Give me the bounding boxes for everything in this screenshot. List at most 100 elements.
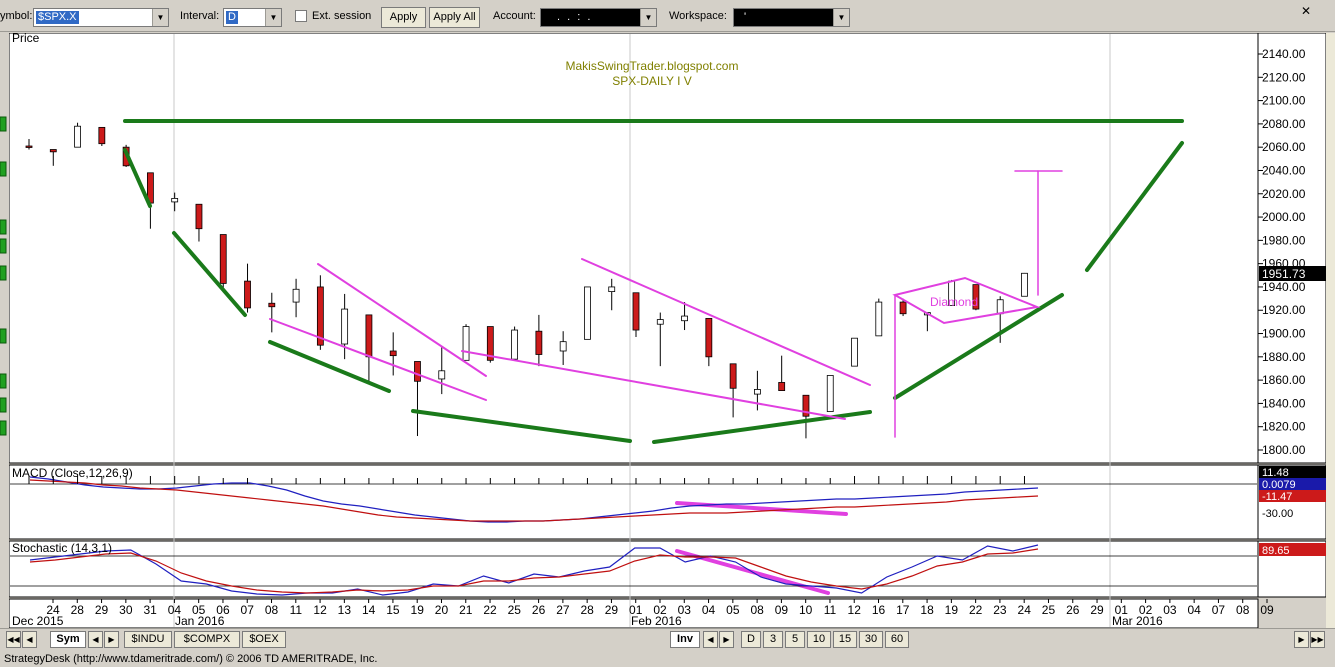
- interval-combo[interactable]: D ▼: [223, 8, 282, 27]
- green-trendline: [172, 231, 247, 317]
- close-icon[interactable]: ✕: [1300, 4, 1312, 18]
- chevron-down-icon[interactable]: ▼: [833, 9, 849, 26]
- account-combo[interactable]: . . : . ▼: [540, 8, 657, 27]
- interval-value: D: [226, 11, 238, 24]
- stoch-value-badge: [1259, 543, 1326, 556]
- price-chart[interactable]: 1800.00 1820.00 1840.00 1860.00 1880.00 1900.…: [0, 31, 1335, 629]
- x-tick-label: 05: [726, 603, 740, 617]
- x-tick-label: 29: [1090, 603, 1104, 617]
- sym-next-icon[interactable]: ▶: [104, 631, 119, 648]
- tab-interval-15[interactable]: 15: [833, 631, 857, 648]
- tab-interval-30[interactable]: 30: [859, 631, 883, 648]
- inv-prev-icon[interactable]: ◀: [703, 631, 718, 648]
- account-label: Account:: [493, 10, 536, 22]
- x-tick-label: 02: [653, 603, 667, 617]
- magenta-channel-line: [269, 318, 487, 401]
- tab-symbol-indu[interactable]: $INDU: [124, 631, 172, 648]
- x-tick-label: 25: [508, 603, 522, 617]
- candle-body: [341, 308, 349, 345]
- symbol-combo[interactable]: $SPX.X ▼: [33, 8, 169, 27]
- left-strip-marker: [0, 219, 7, 235]
- chevron-down-icon[interactable]: ▼: [640, 9, 656, 26]
- apply-button[interactable]: Apply: [381, 7, 426, 28]
- next-page-icon[interactable]: ▶: [1294, 631, 1309, 648]
- magenta-channel-line: [317, 263, 487, 377]
- candle-body: [486, 326, 494, 361]
- workspace-combo[interactable]: ' ▼: [733, 8, 850, 27]
- tab-interval-60[interactable]: 60: [885, 631, 909, 648]
- tab-interval-3[interactable]: 3: [763, 631, 783, 648]
- ext-session-checkbox[interactable]: [295, 10, 307, 22]
- candle-body: [49, 149, 57, 153]
- macd-value-badge-3: [1259, 490, 1326, 502]
- y-tick-label: 2020.00: [1262, 187, 1306, 201]
- left-strip-marker: [0, 420, 7, 436]
- price-pane-label: Price: [12, 33, 40, 45]
- candle-body: [681, 315, 688, 322]
- candle-body: [462, 326, 470, 361]
- y-tick-label: 2080.00: [1262, 117, 1306, 131]
- candle-body: [826, 375, 834, 412]
- x-tick-label: 19: [945, 603, 959, 617]
- green-trendline: [268, 340, 391, 393]
- x-tick-label: 08: [1236, 603, 1250, 617]
- y-tick-label: 1940.00: [1262, 280, 1306, 294]
- y-tick-label: 2060.00: [1262, 140, 1306, 154]
- symbol-label: ymbol:: [0, 10, 33, 22]
- magenta-channel-line: [581, 258, 871, 386]
- x-tick-label: 06: [216, 603, 230, 617]
- left-strip-marker: [0, 397, 7, 413]
- x-tick-label: 16: [872, 603, 886, 617]
- chevron-down-icon[interactable]: ▼: [265, 9, 281, 26]
- tab-bar: ◀◀ ◀ Sym ◀ ▶ $INDU $COMPX $OEX Inv ◀ ▶ D…: [0, 628, 1335, 650]
- tab-interval-5[interactable]: 5: [785, 631, 805, 648]
- first-page-icon[interactable]: ◀◀: [6, 631, 21, 648]
- candle-body: [608, 286, 616, 293]
- x-tick-label: 09: [1260, 603, 1274, 617]
- candle-body: [365, 314, 373, 358]
- tab-interval-10[interactable]: 10: [807, 631, 831, 648]
- stoch-d-line: [29, 548, 1039, 594]
- x-tick-label: 25: [1042, 603, 1056, 617]
- x-tick-label: 01: [629, 603, 643, 617]
- candle-body: [535, 330, 543, 355]
- apply-all-button[interactable]: Apply All: [429, 7, 480, 28]
- left-strip-marker: [0, 161, 7, 177]
- x-tick-label: 17: [896, 603, 910, 617]
- candle-body: [729, 363, 737, 389]
- x-tick-label: 29: [605, 603, 619, 617]
- tab-inv[interactable]: Inv: [670, 631, 700, 648]
- left-strip-marker: [0, 265, 7, 281]
- x-tick-label: 07: [1212, 603, 1226, 617]
- last-price-value: 1951.73: [1262, 267, 1306, 281]
- x-tick-label: 14: [362, 603, 376, 617]
- chart-area[interactable]: 1800.00 1820.00 1840.00 1860.00 1880.00 1900.…: [0, 31, 1335, 629]
- candle-body: [316, 286, 324, 346]
- macd-value-1: 11.48: [1262, 467, 1289, 479]
- x-tick-label: 26: [1066, 603, 1080, 617]
- last-page-icon[interactable]: ▶▶: [1310, 631, 1325, 648]
- candle-body: [996, 299, 1004, 315]
- x-tick-label: 02: [1139, 603, 1153, 617]
- macd-signal-line: [29, 479, 1039, 522]
- inv-next-icon[interactable]: ▶: [719, 631, 734, 648]
- x-tick-label: 24: [46, 603, 60, 617]
- x-tick-label: 20: [435, 603, 449, 617]
- y-tick-label: 2100.00: [1262, 94, 1306, 108]
- candle-body: [244, 280, 251, 309]
- tab-interval-d[interactable]: D: [741, 631, 761, 648]
- macd-label: MACD (Close,12,26,9): [12, 466, 133, 480]
- x-tick-label: 28: [71, 603, 85, 617]
- candle-body: [1021, 272, 1028, 297]
- sym-prev-icon[interactable]: ◀: [88, 631, 103, 648]
- macd-value-badge-2: [1259, 478, 1326, 490]
- prev-page-icon[interactable]: ◀: [22, 631, 37, 648]
- tab-symbol-compx[interactable]: $COMPX: [174, 631, 240, 648]
- tab-symbol-oex[interactable]: $OEX: [242, 631, 286, 648]
- tab-sym[interactable]: Sym: [50, 631, 86, 648]
- month-label-jan: Jan 2016: [175, 614, 225, 628]
- chevron-down-icon[interactable]: ▼: [152, 9, 168, 26]
- y-tick-label: 1800.00: [1262, 443, 1306, 457]
- stoch-value: 89.65: [1262, 545, 1290, 557]
- month-label-dec: Dec 2015: [12, 614, 64, 628]
